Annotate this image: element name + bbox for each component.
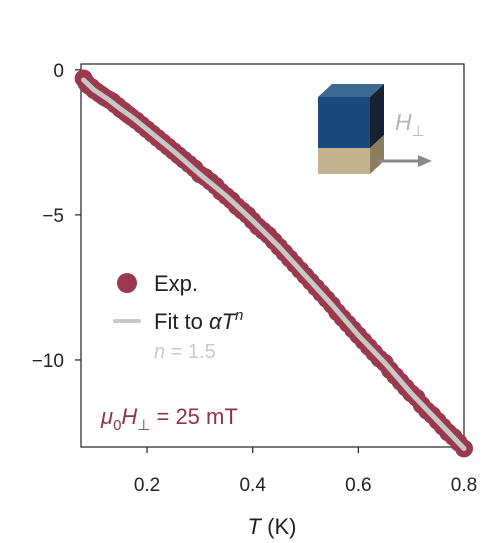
x-tick-label: 0.8 [451,475,477,496]
field-annotation: μ0H⊥ = 25 mT [100,404,238,434]
fit-line [81,77,467,451]
fit-exponent-note: n = 1.5 [154,341,216,363]
slab-front-face [318,97,370,148]
slab-top-face [318,84,384,97]
inset-field-label: H⊥ [395,109,425,140]
plot-frame [80,63,465,448]
x-axis-symbol: T [248,514,263,539]
x-tick-label: 0.4 [239,475,266,496]
x-axis-title: T (K) [248,514,297,539]
fit-series [81,77,467,451]
base-front-face [318,148,370,174]
legend-exp-label: Exp. [154,271,198,296]
base-side-face [370,135,384,174]
field-arrow-head-icon [418,155,432,167]
legend-fit-label: Fit to αTn [154,307,243,334]
y-tick-label: 0 [53,61,64,82]
y-tick-label: −10 [32,351,64,372]
y-axis: 0 −5 −10 [32,61,81,372]
x-axis: 0.2 0.4 0.6 0.8 [134,447,477,496]
x-tick-label: 0.2 [134,475,160,496]
slab-side-face [370,84,384,148]
x-axis-unit: (K) [267,514,296,539]
legend: Exp. Fit to αTn n = 1.5 [113,271,243,363]
legend-exp-marker [117,273,137,293]
sample-inset: H⊥ [318,84,432,174]
x-tick-label: 0.6 [345,475,371,496]
y-tick-label: −5 [42,206,64,227]
